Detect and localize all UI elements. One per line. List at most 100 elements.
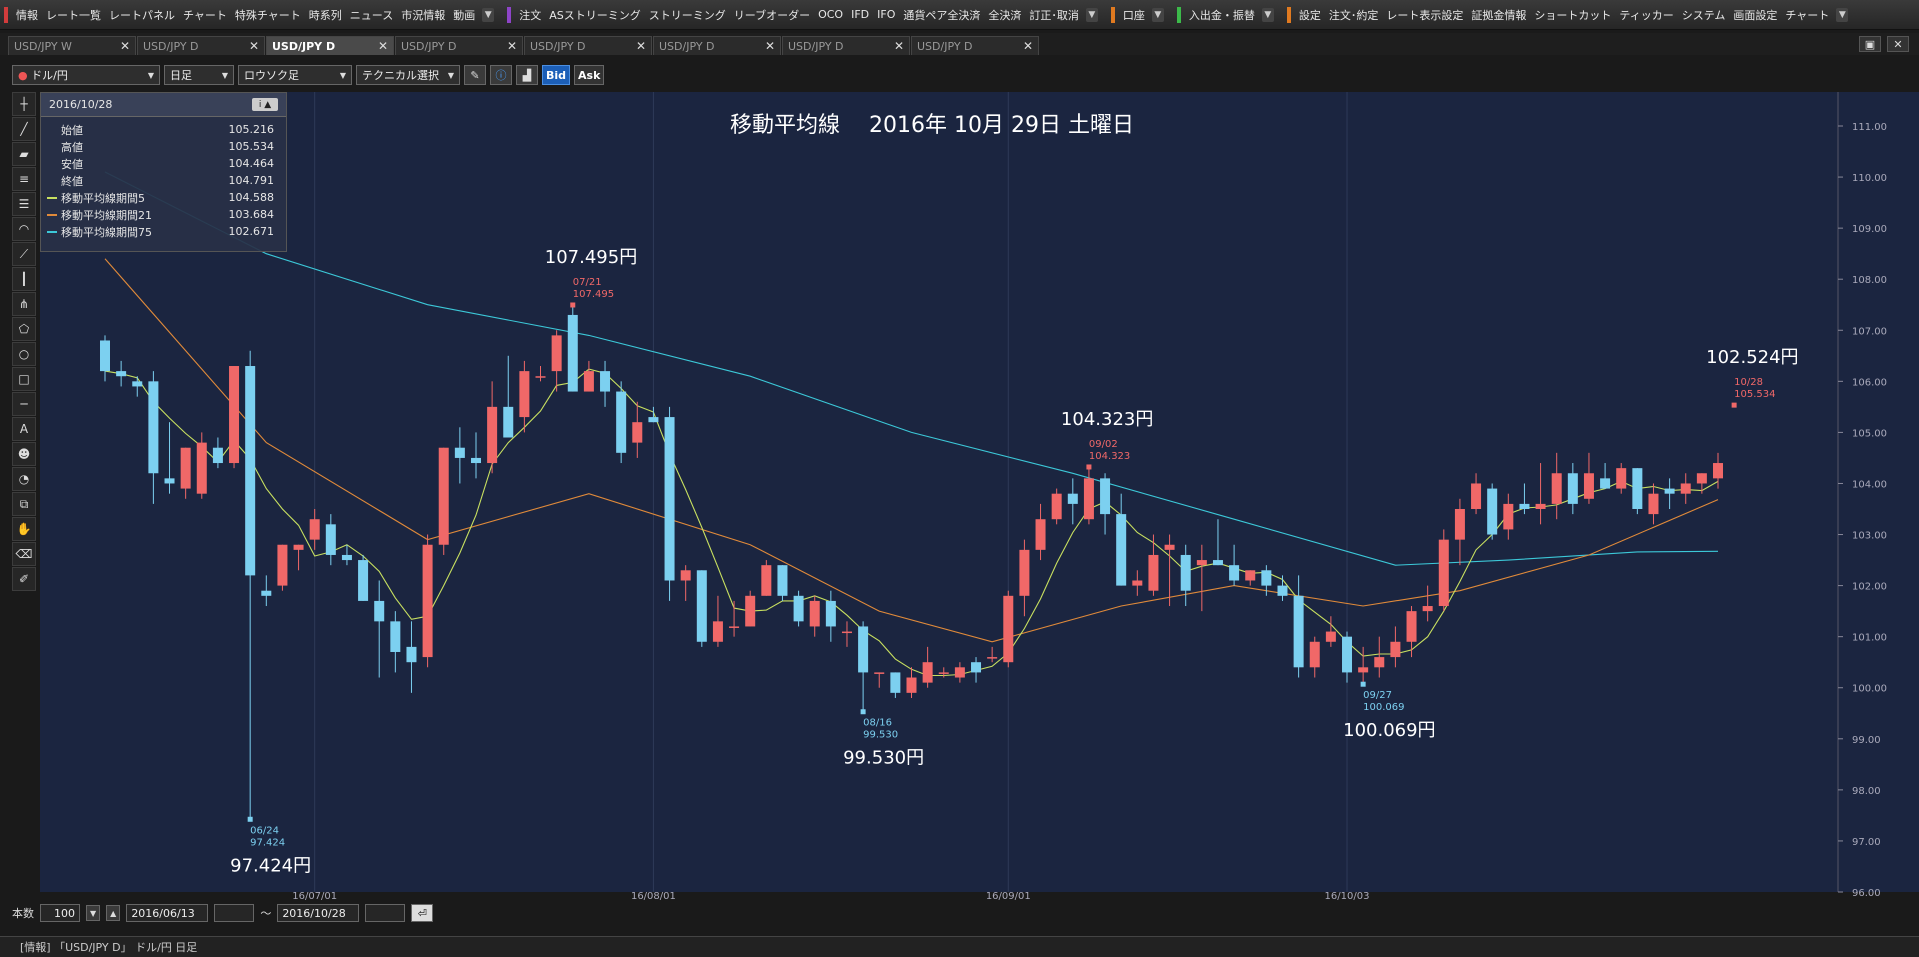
menu-item[interactable]: 注文･約定 <box>1328 8 1379 22</box>
arc-icon[interactable]: ◠ <box>12 217 36 241</box>
chart-tab[interactable]: USD/JPY D ✕ <box>653 36 781 55</box>
y-tick-label: 104.00 <box>1852 479 1887 490</box>
technical-select[interactable]: テクニカル選択 ▼ <box>356 65 460 85</box>
hand-icon[interactable]: ✋ <box>12 517 36 541</box>
menu-item[interactable]: ショートカット <box>1534 8 1612 22</box>
count-input[interactable]: 100 <box>40 904 80 922</box>
menu-item[interactable]: 訂正･取消 <box>1029 8 1079 22</box>
menu-item[interactable]: システム <box>1681 8 1726 22</box>
menu-item[interactable]: リーブオーダー <box>733 8 811 22</box>
pentagon-icon[interactable]: ⬠ <box>12 317 36 341</box>
ask-button[interactable]: Ask <box>574 65 605 85</box>
chevron-down-icon: ▼ <box>221 70 228 80</box>
close-icon[interactable]: ✕ <box>893 39 904 53</box>
menu-item[interactable]: 注文 <box>519 8 542 22</box>
period-select[interactable]: 日足 ▼ <box>164 65 234 85</box>
close-icon[interactable]: ✕ <box>764 39 775 53</box>
menu-item[interactable]: チャート <box>183 8 227 22</box>
horizontal-line-icon[interactable]: ─ <box>12 392 36 416</box>
chart-tab[interactable]: USD/JPY D ✕ <box>266 36 394 55</box>
chart-tab[interactable]: USD/JPY D ✕ <box>911 36 1039 55</box>
info-label: 移動平均線期間5 <box>61 191 145 205</box>
chevron-up-icon[interactable]: ▲ <box>106 905 121 921</box>
to-date-input[interactable]: 2016/10/28 <box>277 904 360 922</box>
info-toggle-button[interactable]: i ▲ <box>252 98 278 111</box>
tab-label: USD/JPY D <box>143 39 199 53</box>
menu-item[interactable]: 入出金・振替 <box>1188 8 1255 22</box>
candle-body <box>1132 580 1143 586</box>
close-icon[interactable]: ✕ <box>1887 36 1909 52</box>
close-icon[interactable]: ✕ <box>119 39 130 53</box>
candlestick-chart[interactable]: 16/07/01 16/08/01 16/09/01 16/10/03 96.00 97.… <box>40 92 1919 900</box>
chart-tab[interactable]: USD/JPY D ✕ <box>782 36 910 55</box>
vertical-lines-icon[interactable]: ┃ <box>12 267 36 291</box>
fan-icon[interactable]: ⟋ <box>12 242 36 266</box>
chart-tab[interactable]: USD/JPY D ✕ <box>137 36 265 55</box>
close-icon[interactable]: ✕ <box>1022 39 1033 53</box>
chevron-down-icon[interactable]: ▼ <box>1836 7 1849 22</box>
menu-item[interactable]: 画面設定 <box>1733 8 1778 22</box>
menu-item[interactable]: 設定 <box>1298 8 1321 22</box>
menu-item[interactable]: チャート <box>1785 8 1830 22</box>
chevron-down-icon[interactable]: ▼ <box>1085 7 1098 22</box>
menu-item[interactable]: 全決済 <box>988 8 1022 22</box>
menu-item[interactable]: 証拠金情報 <box>1471 8 1527 22</box>
close-icon[interactable]: ✕ <box>635 39 646 53</box>
chevron-down-icon[interactable]: ▼ <box>482 7 495 22</box>
menu-item[interactable]: ニュース <box>349 8 394 22</box>
menu-item[interactable]: 動画 <box>453 8 476 22</box>
close-icon[interactable]: ✕ <box>377 39 388 53</box>
stamp-icon[interactable]: ☻ <box>12 442 36 466</box>
pitchfork-icon[interactable]: ⋔ <box>12 292 36 316</box>
rectangle-icon[interactable]: □ <box>12 367 36 391</box>
chart-tab[interactable]: USD/JPY D ✕ <box>395 36 523 55</box>
maximize-icon[interactable]: ▣ <box>1859 36 1881 52</box>
close-icon[interactable]: ✕ <box>248 39 259 53</box>
menu-item[interactable]: IFD <box>851 8 870 21</box>
chevron-down-icon[interactable]: ▼ <box>1261 7 1274 22</box>
circle-icon[interactable]: ○ <box>12 342 36 366</box>
chart-tab[interactable]: USD/JPY D ✕ <box>524 36 652 55</box>
menu-item[interactable]: IFO <box>877 8 896 21</box>
menu-group: 注文 ASストリーミング ストリーミング リーブオーダー OCO IFD IFO 通貨ペア全決… <box>503 4 1101 26</box>
menu-item[interactable]: レートパネル <box>109 8 175 22</box>
chevron-down-icon[interactable]: ▼ <box>1151 7 1164 22</box>
menu-item[interactable]: 特殊チャート <box>234 8 301 22</box>
menu-item[interactable]: 通貨ペア全決済 <box>903 8 981 22</box>
menu-item[interactable]: 市況情報 <box>401 8 446 22</box>
menu-item[interactable]: ストリーミング <box>648 8 726 22</box>
close-icon[interactable]: ✕ <box>506 39 517 53</box>
pen-icon[interactable]: ✎ <box>464 65 486 85</box>
to-time-input[interactable] <box>365 904 406 922</box>
return-icon[interactable]: ⏎ <box>411 904 434 922</box>
eraser-all-icon[interactable]: ✐ <box>12 567 36 591</box>
copy-icon[interactable]: ◔ <box>12 467 36 491</box>
menu-item[interactable]: レート一覧 <box>46 8 101 22</box>
chart-type-select[interactable]: ロウソク足 ▼ <box>238 65 352 85</box>
info-icon[interactable]: ⓘ <box>490 65 512 85</box>
duplicate-icon[interactable]: ⧉ <box>12 492 36 516</box>
menu-item[interactable]: 口座 <box>1122 8 1145 22</box>
menu-item[interactable]: OCO <box>818 8 844 21</box>
candle-body <box>906 677 917 693</box>
menu-item[interactable]: ティッカー <box>1619 8 1674 22</box>
y-tick-label: 111.00 <box>1852 122 1887 133</box>
from-time-input[interactable] <box>214 904 255 922</box>
chevron-down-icon[interactable]: ▼ <box>86 905 101 921</box>
menu-item[interactable]: 時系列 <box>308 8 342 22</box>
text-icon[interactable]: A <box>12 417 36 441</box>
menu-item[interactable]: ASストリーミング <box>549 8 641 22</box>
bid-button[interactable]: Bid <box>542 65 571 85</box>
trend-line-icon[interactable]: ╱ <box>12 117 36 141</box>
menu-item[interactable]: レート表示設定 <box>1386 8 1464 22</box>
menu-item[interactable]: 情報 <box>16 8 38 22</box>
crosshair-icon[interactable]: ┼ <box>12 92 36 116</box>
eraser-icon[interactable]: ⌫ <box>12 542 36 566</box>
fibonacci-icon[interactable]: ☰ <box>12 192 36 216</box>
horizontal-lines-icon[interactable]: ≡ <box>12 167 36 191</box>
ruler-icon[interactable]: ▰ <box>12 142 36 166</box>
area-chart-icon[interactable]: ▟ <box>516 65 538 85</box>
from-date-input[interactable]: 2016/06/13 <box>126 904 209 922</box>
currency-pair-select[interactable]: ● ドル/円 ▼ <box>12 65 160 85</box>
chart-tab[interactable]: USD/JPY W ✕ <box>8 36 136 55</box>
